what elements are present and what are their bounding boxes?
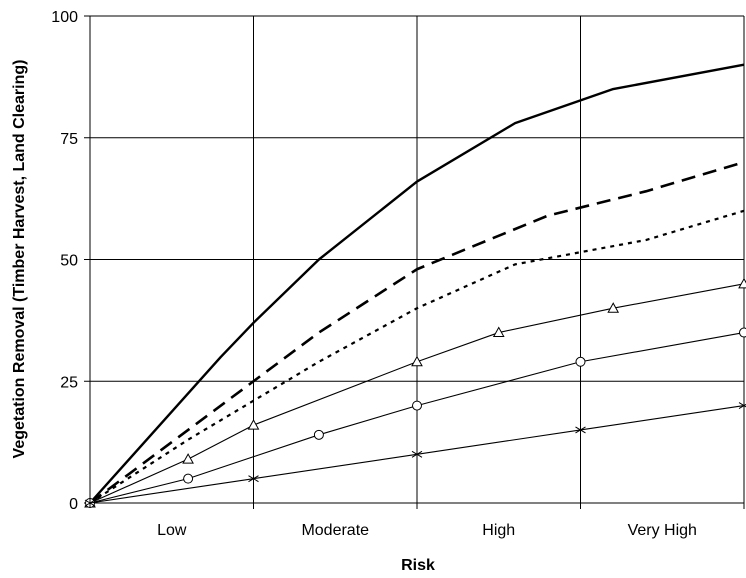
circle-marker <box>183 473 194 484</box>
y-tick-label: 100 <box>51 9 78 26</box>
triangle-marker <box>182 453 194 464</box>
series-line-3 <box>89 209 745 504</box>
circle-marker <box>412 400 422 411</box>
star-marker <box>411 449 423 460</box>
x-category-label: Very High <box>628 522 697 539</box>
triangle-marker <box>492 326 505 338</box>
x-category-label: Moderate <box>301 522 369 539</box>
star-marker <box>84 498 96 508</box>
circle-marker <box>575 356 586 367</box>
y-tick-label: 0 <box>69 496 78 513</box>
axes <box>84 15 745 509</box>
labels: 0 25 50 75 100 Low Moderate High Very High <box>51 9 697 539</box>
circle-marker <box>313 429 324 440</box>
y-tick-label: 50 <box>60 253 78 270</box>
series-group <box>84 63 746 508</box>
star-marker <box>575 424 586 435</box>
series-line-1 <box>89 63 745 504</box>
x-axis-title: Risk <box>401 557 435 574</box>
triangle-marker <box>247 419 260 430</box>
x-category-label: Low <box>157 522 187 539</box>
series-line-2 <box>89 160 745 505</box>
x-category-label: High <box>482 522 515 539</box>
y-axis-title: Vegetation Removal (Timber Harvest, Land… <box>11 60 28 459</box>
star-marker <box>248 473 259 484</box>
y-tick-label: 75 <box>60 131 78 148</box>
star-marker <box>738 400 746 411</box>
series-line-5 <box>89 332 745 504</box>
grid <box>90 15 745 503</box>
triangle-marker <box>607 302 620 313</box>
triangle-marker <box>411 355 423 367</box>
y-tick-label: 25 <box>60 374 78 391</box>
triangle-marker <box>738 277 746 289</box>
circle-marker <box>739 327 746 338</box>
